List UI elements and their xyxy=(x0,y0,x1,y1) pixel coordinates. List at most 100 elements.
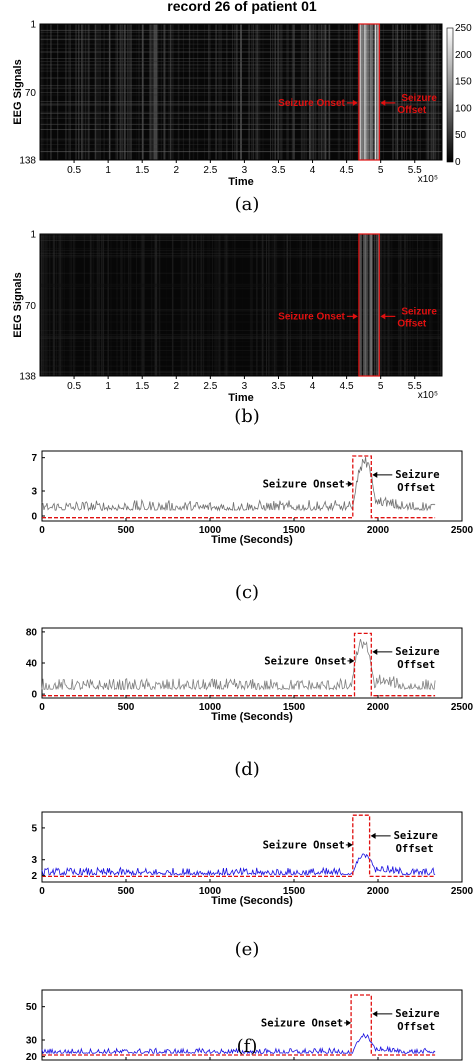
heatmap-row xyxy=(40,103,442,105)
heatmap-streak xyxy=(40,24,42,160)
heatmap-streak xyxy=(319,24,321,160)
seizure-band-streak xyxy=(376,24,378,160)
heatmap-streak xyxy=(254,24,257,160)
heatmap-streak xyxy=(184,234,186,376)
heatmap-streak xyxy=(120,234,122,376)
plot-frame xyxy=(41,989,463,1061)
heatmap-row xyxy=(40,334,442,335)
heatmap-streak xyxy=(268,234,271,376)
heatmap-streak xyxy=(437,234,440,376)
y-tick-label: 30 xyxy=(26,1036,38,1047)
heatmap-streak xyxy=(319,234,321,376)
heatmap-streak xyxy=(271,234,273,376)
heatmap-streak xyxy=(198,234,200,376)
heatmap-streak xyxy=(252,24,254,160)
heatmap-streak xyxy=(177,24,179,160)
seizure-band-streak xyxy=(377,24,379,160)
x-tick-label: 1 xyxy=(105,381,111,392)
heatmap-streak xyxy=(163,24,165,160)
heatmap-streak xyxy=(287,234,289,376)
heatmap-streak xyxy=(410,234,411,376)
heatmap-streak xyxy=(98,234,100,376)
heatmap-streak xyxy=(268,234,269,376)
heatmap-streak xyxy=(48,234,51,376)
heatmap-row xyxy=(40,35,442,37)
heatmap-streak xyxy=(380,24,381,160)
heatmap-row xyxy=(40,61,442,62)
heatmap-row xyxy=(40,122,442,124)
heatmap-row xyxy=(40,309,442,311)
heatmap-row xyxy=(40,47,442,49)
signal-line xyxy=(41,456,436,512)
heatmap-streak xyxy=(53,234,56,376)
heatmap-streak xyxy=(110,234,112,376)
heatmap-streak xyxy=(43,234,45,376)
heatmap-streak xyxy=(119,24,121,160)
heatmap-streak xyxy=(427,24,430,160)
seizure-offset-label-2: Offset xyxy=(397,1021,435,1033)
heatmap-streak xyxy=(400,234,402,376)
heatmap-streak xyxy=(52,234,55,376)
heatmap-streak xyxy=(256,234,258,376)
heatmap-row xyxy=(40,350,442,351)
heatmap-streak xyxy=(421,234,423,376)
heatmap-streak xyxy=(273,234,276,376)
heatmap-streak xyxy=(379,234,381,376)
x-tick-label: 500 xyxy=(118,702,135,713)
heatmap-row xyxy=(40,140,442,142)
heatmap-streak xyxy=(150,24,152,160)
heatmap-row xyxy=(40,250,442,252)
heatmap-streak xyxy=(124,24,126,160)
y-tick-label: 40 xyxy=(26,659,38,670)
heatmap-streak xyxy=(195,234,197,376)
heatmap-streak xyxy=(419,24,421,160)
heatmap-streak xyxy=(69,234,71,376)
heatmap-streak xyxy=(352,234,354,376)
heatmap-streak xyxy=(287,24,289,160)
x-tick-label: 1500 xyxy=(283,525,306,536)
x-axis-label: Time (Seconds) xyxy=(211,534,293,546)
heatmap-row xyxy=(40,30,442,32)
x-exponent: x10⁵ xyxy=(418,390,438,401)
heatmap-streak xyxy=(308,234,310,376)
x-tick-label: 2500 xyxy=(451,702,474,713)
heatmap-row xyxy=(40,78,442,79)
heatmap-streak xyxy=(314,24,316,160)
x-axis-label: Time (Seconds) xyxy=(211,711,293,723)
heatmap-streak xyxy=(155,24,158,160)
heatmap-streak xyxy=(57,24,59,160)
y-tick-label: 50 xyxy=(26,1002,38,1013)
heatmap-streak xyxy=(136,234,137,376)
heatmap-row xyxy=(40,70,442,72)
x-tick-label: 500 xyxy=(118,886,135,897)
heatmap-streak xyxy=(318,24,320,160)
heatmap-streak xyxy=(152,24,154,160)
heatmap-row xyxy=(40,308,442,310)
heatmap-streak xyxy=(208,234,210,376)
seizure-onset-label: Seizure Onset xyxy=(263,839,345,851)
heatmap-streak xyxy=(395,24,397,160)
panel-caption: (f) xyxy=(237,1036,258,1057)
x-tick-label: 3 xyxy=(242,165,248,176)
seizure-band-streak xyxy=(361,24,363,160)
x-tick-label: 5.5 xyxy=(408,381,422,392)
heatmap-streak xyxy=(313,24,314,160)
heatmap-streak xyxy=(440,234,442,376)
seizure-band-streak xyxy=(371,24,373,160)
heatmap-streak xyxy=(215,234,217,376)
heatmap-streak xyxy=(157,24,159,160)
x-tick-label: 0 xyxy=(39,525,45,536)
heatmap-streak xyxy=(236,24,238,160)
heatmap-streak xyxy=(309,24,311,160)
x-tick-label: 1 xyxy=(105,165,111,176)
x-tick-label: 2000 xyxy=(367,525,390,536)
heatmap-streak xyxy=(432,24,435,160)
y-tick-label: 0 xyxy=(31,512,37,523)
x-tick-label: 5.5 xyxy=(408,165,422,176)
seizure-offset-label-2: Offset xyxy=(397,105,427,116)
heatmap-row xyxy=(40,285,442,287)
x-tick-label: 500 xyxy=(118,525,135,536)
heatmap-streak xyxy=(262,234,264,376)
heatmap-streak xyxy=(417,234,418,376)
x-tick-label: 4 xyxy=(310,381,316,392)
